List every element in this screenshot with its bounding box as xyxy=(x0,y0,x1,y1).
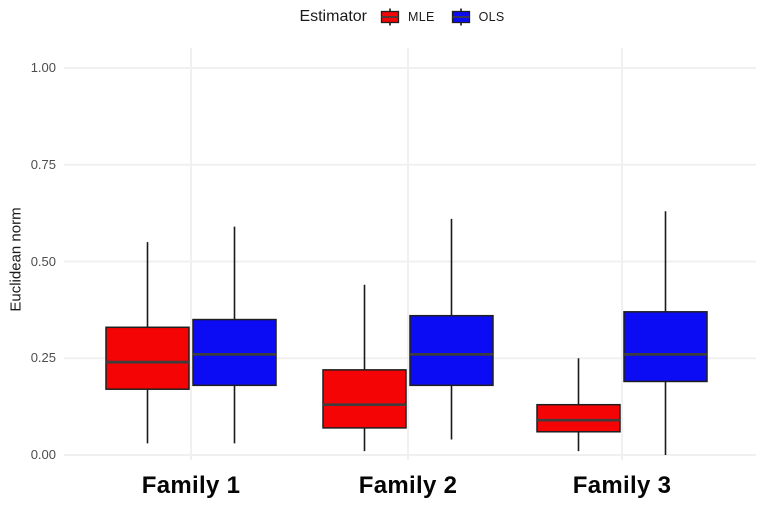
legend-key-boxplot-icon xyxy=(451,8,470,26)
legend-key-boxplot-icon xyxy=(380,8,400,26)
box-ols-family3 xyxy=(623,311,708,383)
legend-item-label: OLS xyxy=(478,10,505,24)
box-ols-family2 xyxy=(409,314,494,387)
x-category-label-family1: Family 1 xyxy=(141,472,241,499)
box-mle-family1 xyxy=(105,326,190,390)
plot-panel xyxy=(64,44,756,464)
box-mle-family3 xyxy=(536,403,621,433)
y-tick-label: 0.00 xyxy=(30,447,56,462)
y-tick-label: 0.50 xyxy=(30,253,56,269)
box-mle-family2 xyxy=(322,369,407,429)
box-ols-family1 xyxy=(192,318,277,387)
y-tick-label: 0.25 xyxy=(30,350,56,366)
x-category-label-family3: Family 3 xyxy=(572,472,672,499)
legend-item-ols: OLS xyxy=(451,8,505,26)
legend-item-label: MLE xyxy=(408,10,435,24)
legend-title: Estimator xyxy=(299,8,368,25)
boxplot-canvas xyxy=(64,48,756,460)
x-category-label-family2: Family 2 xyxy=(358,472,458,499)
y-tick-label: 1.00 xyxy=(30,60,56,75)
y-tick-label: 0.75 xyxy=(30,156,56,172)
legend-item-mle: MLE xyxy=(380,8,435,26)
legend: Estimator MLE OLS xyxy=(64,3,756,31)
